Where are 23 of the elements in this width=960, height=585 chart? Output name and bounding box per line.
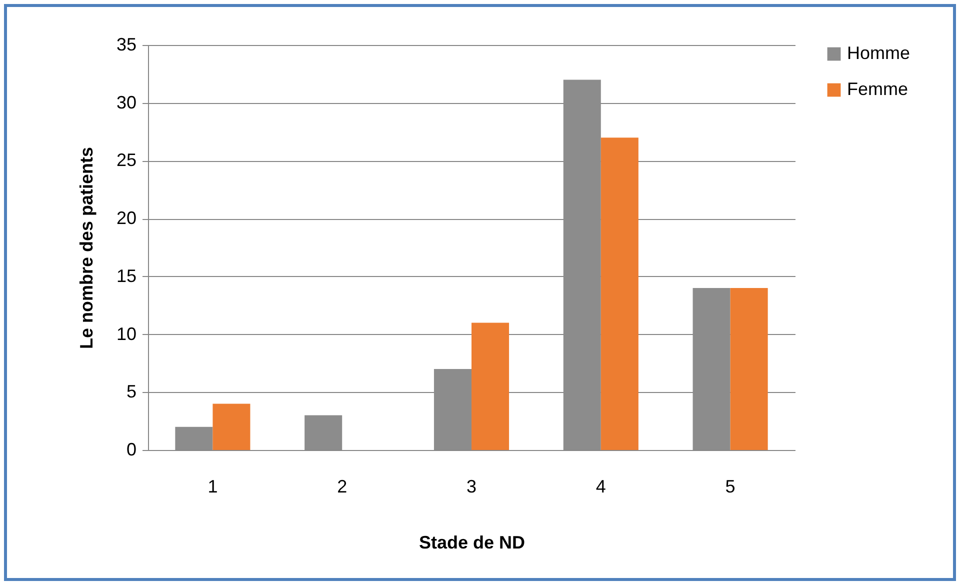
x-tick-label: 4 [596, 476, 606, 496]
x-tick-label: 5 [725, 476, 736, 496]
y-tick-label: 25 [116, 150, 136, 170]
bar [730, 288, 768, 450]
y-tick-label: 15 [116, 266, 136, 286]
x-axis-title: Stade de ND [418, 532, 526, 552]
x-tick-label: 1 [208, 476, 218, 496]
x-tick-label: 3 [466, 476, 477, 496]
y-tick-label: 20 [116, 208, 136, 228]
y-tick-label: 35 [116, 34, 136, 54]
y-tick-label: 5 [126, 382, 136, 402]
bar [472, 322, 510, 450]
bar [600, 138, 638, 450]
y-tick-label: 30 [116, 92, 136, 112]
y-tick-label: 10 [116, 324, 136, 344]
bar [175, 426, 213, 450]
y-axis-title: Le nombre des patients [76, 146, 96, 350]
bar [304, 415, 342, 450]
legend-label: Homme [847, 43, 910, 63]
y-tick-label: 0 [126, 440, 136, 460]
bar [212, 404, 250, 450]
legend-label: Femme [847, 79, 908, 99]
x-tick-label: 2 [337, 476, 348, 496]
